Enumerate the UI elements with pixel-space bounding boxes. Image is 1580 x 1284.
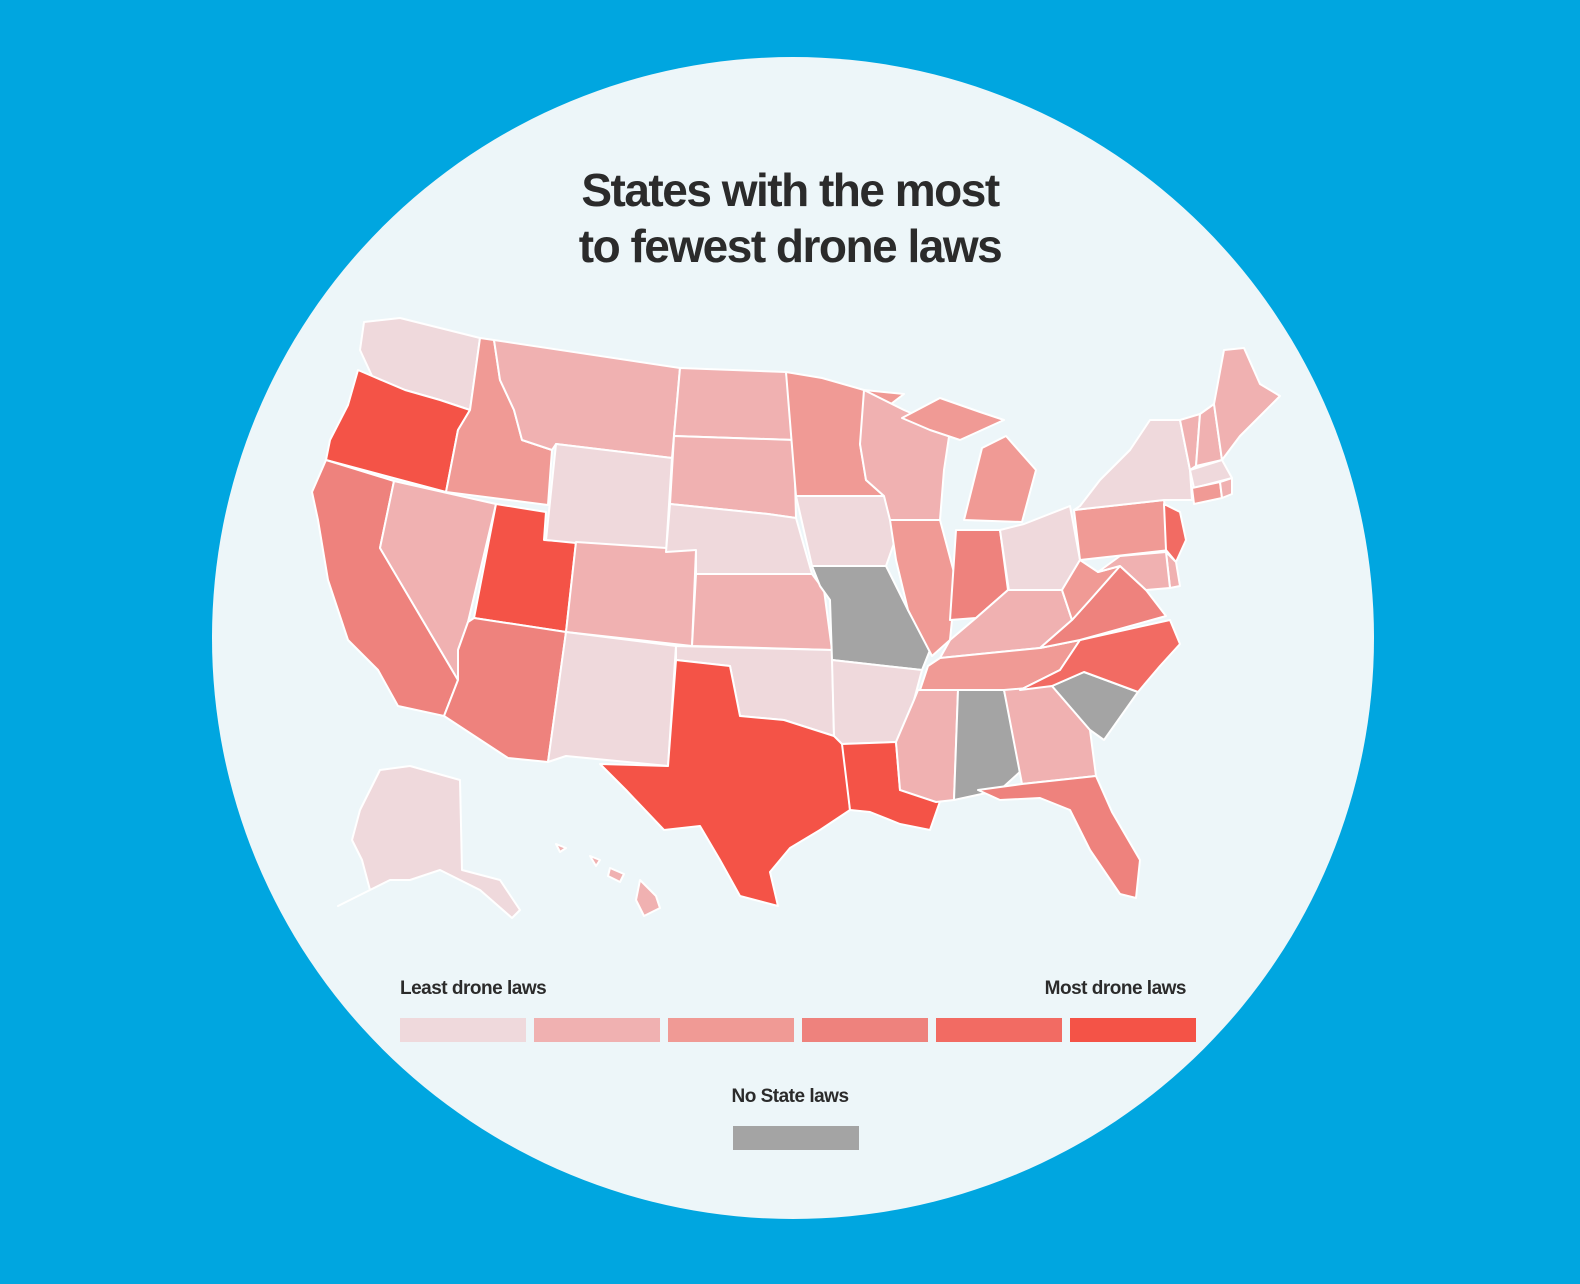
state-ri — [1219, 477, 1233, 499]
state-nm — [547, 631, 677, 767]
state-nc — [1019, 619, 1181, 693]
state-az — [443, 617, 567, 763]
state-al — [953, 689, 1023, 801]
legend-swatch-3 — [668, 1018, 794, 1042]
state-md — [1097, 551, 1171, 591]
title-line-2: to fewest drone laws — [578, 220, 1003, 272]
state-wy — [545, 443, 673, 553]
state-nd — [673, 367, 795, 441]
legend-swatch-6 — [1070, 1018, 1196, 1042]
state-ia — [795, 495, 899, 567]
legend-swatch-4 — [802, 1018, 928, 1042]
state-fl — [977, 775, 1141, 899]
legend-swatch-1 — [400, 1018, 526, 1042]
legend-most-label: Most drone laws — [1044, 978, 1187, 999]
legend-swatch-2 — [534, 1018, 660, 1042]
state-il — [889, 519, 957, 657]
state-me — [1213, 347, 1281, 461]
state-ak — [337, 765, 521, 919]
state-nj — [1163, 503, 1187, 563]
legend-swatch-no-laws — [733, 1126, 859, 1150]
legend-no-laws-label: No State laws — [731, 1086, 849, 1107]
state-ks — [691, 573, 833, 651]
map-title: States with the most to fewest drone law… — [0, 162, 1580, 274]
state-hi — [555, 843, 661, 917]
state-co — [565, 541, 697, 647]
legend-least-label: Least drone laws — [400, 978, 547, 999]
title-line-1: States with the most — [581, 164, 1000, 216]
state-ny — [1073, 419, 1193, 511]
state-tx — [599, 659, 851, 907]
legend-swatch-5 — [936, 1018, 1062, 1042]
state-mt — [493, 339, 681, 459]
state-mi — [901, 397, 1037, 523]
